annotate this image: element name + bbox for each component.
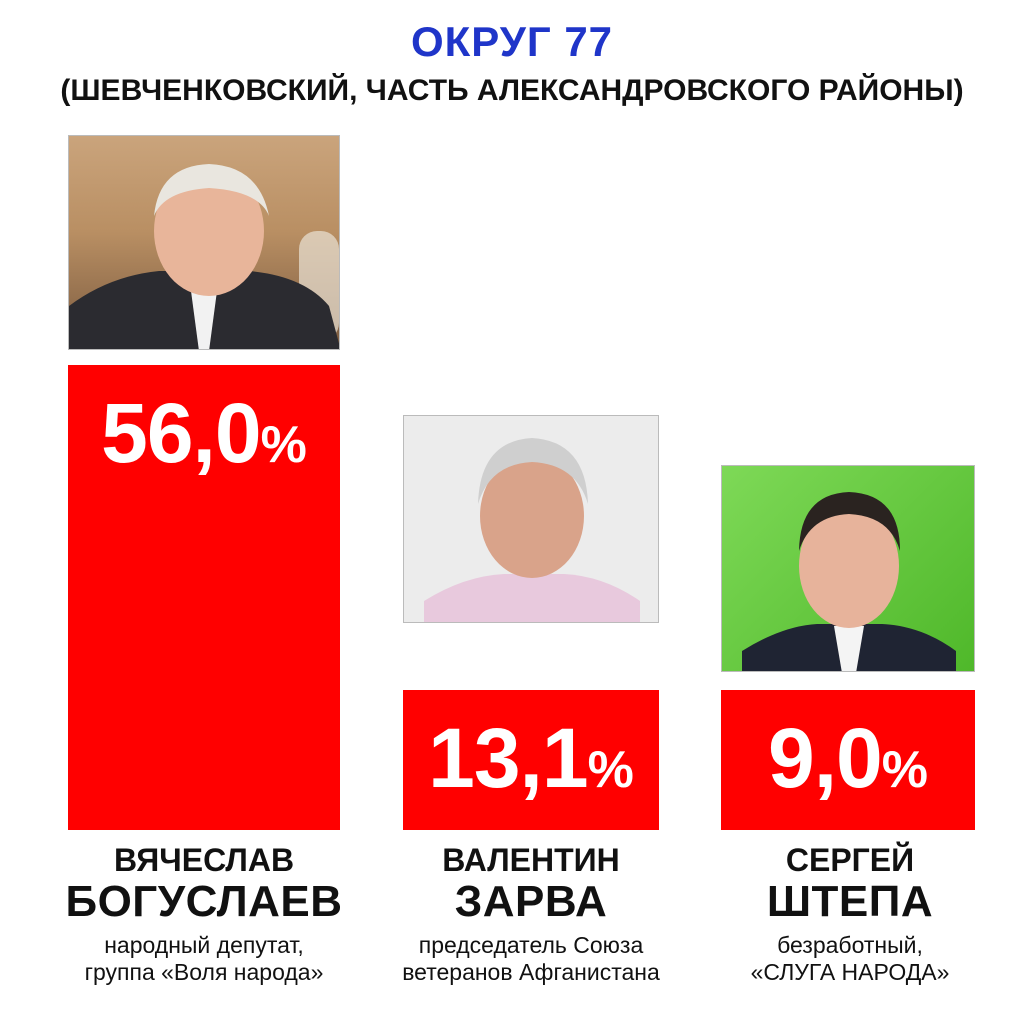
- candidate-description: народный депутат,: [104, 932, 304, 958]
- candidate-first-name: ВЯЧЕСЛАВ: [113, 842, 295, 878]
- candidate-last-name: ЗАРВА: [454, 877, 608, 926]
- candidate-label-3: СЕРГЕЙ ШТЕПА безработный, «СЛУГА НАРОДА»: [700, 842, 1000, 986]
- candidate-first-name: СЕРГЕЙ: [785, 842, 915, 878]
- candidate-photo-shtepa: [721, 465, 975, 672]
- candidate-description-2: группа «Воля народа»: [84, 959, 324, 985]
- bar-1: [68, 365, 340, 830]
- chart-subtitle: (ШЕВЧЕНКОВСКИЙ, ЧАСТЬ АЛЕКСАНДРОВСКОГО Р…: [60, 74, 964, 107]
- bar-3: [721, 690, 975, 830]
- person-silhouette-icon: [742, 492, 956, 671]
- candidate-label-2: ВАЛЕНТИН ЗАРВА председатель Союза ветера…: [371, 842, 691, 986]
- candidate-description: безработный,: [777, 932, 923, 958]
- person-silhouette-icon: [69, 164, 339, 349]
- bar-value-number: 13,1: [428, 711, 588, 805]
- bar-value-number: 56,0: [101, 386, 261, 480]
- candidate-description-2: ветеранов Афганистана: [402, 959, 660, 985]
- bar-value-label-1: 56,0%: [68, 391, 340, 475]
- bar-value-percent-sign: %: [587, 741, 634, 799]
- candidate-last-name: ШТЕПА: [766, 877, 934, 926]
- bar-2: [403, 690, 659, 830]
- bar-value-percent-sign: %: [260, 416, 307, 474]
- candidate-photo-boguslaev: [68, 135, 340, 350]
- candidate-description-2: «СЛУГА НАРОДА»: [750, 959, 950, 985]
- candidate-photo-zarva: [403, 415, 659, 623]
- bar-value-label-3: 9,0%: [721, 716, 975, 800]
- candidate-last-name: БОГУСЛАЕВ: [65, 877, 343, 926]
- candidate-description: председатель Союза: [418, 932, 644, 958]
- bar-value-number: 9,0: [767, 711, 883, 805]
- bar-value-percent-sign: %: [881, 741, 929, 799]
- candidate-first-name: ВАЛЕНТИН: [442, 842, 620, 878]
- candidate-label-1: ВЯЧЕСЛАВ БОГУСЛАЕВ народный депутат, гру…: [40, 842, 368, 986]
- chart-title: ОКРУГ 77: [410, 18, 614, 65]
- person-silhouette-icon: [424, 438, 640, 622]
- bar-value-label-2: 13,1%: [403, 716, 659, 800]
